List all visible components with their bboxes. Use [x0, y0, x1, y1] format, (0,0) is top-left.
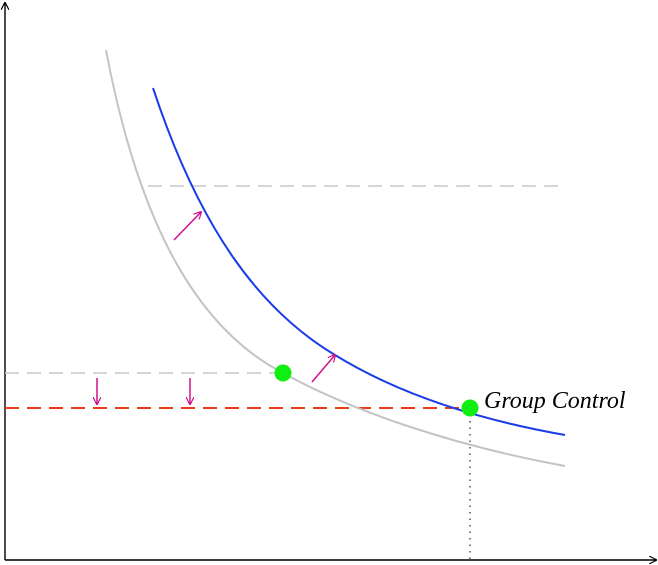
point	[461, 399, 479, 417]
point	[274, 364, 292, 382]
point-label: Group Control	[484, 388, 626, 414]
shift-arrow	[311, 355, 335, 383]
blue-curve	[152, 87, 566, 436]
shift-arrow	[173, 212, 201, 241]
